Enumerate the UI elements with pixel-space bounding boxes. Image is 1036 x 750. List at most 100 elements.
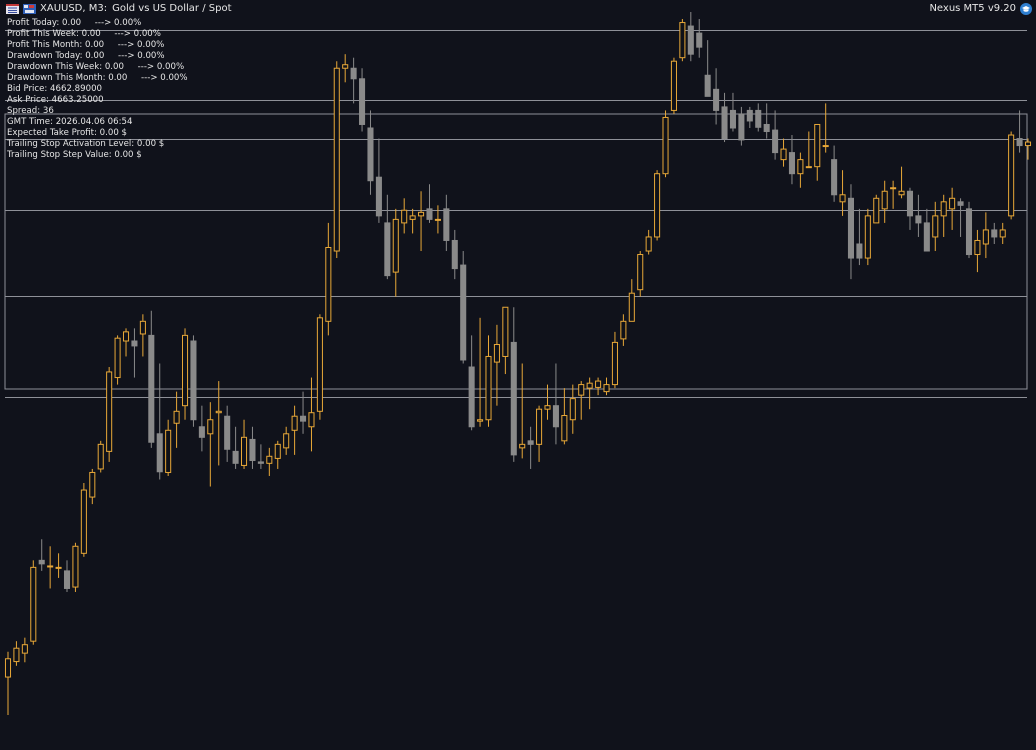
info-line: Trailing Stop Activation Level: 0.00 $ bbox=[7, 139, 165, 149]
candle-body bbox=[552, 405, 559, 428]
candle-body bbox=[232, 450, 239, 464]
candle-body bbox=[443, 208, 450, 241]
candle bbox=[738, 106, 745, 146]
candle-body bbox=[670, 60, 677, 111]
candle-body bbox=[873, 197, 880, 224]
candle bbox=[611, 331, 618, 389]
candle-body bbox=[856, 243, 863, 259]
candle-body bbox=[620, 320, 627, 340]
candle-body bbox=[536, 408, 543, 445]
candle bbox=[822, 103, 829, 153]
candle bbox=[434, 205, 441, 234]
list-icon[interactable] bbox=[6, 3, 19, 14]
candle bbox=[628, 279, 635, 322]
candle-body bbox=[1024, 141, 1032, 147]
info-line: Drawdown Today: 0.00 ---> 0.00% bbox=[7, 51, 165, 61]
candle-body bbox=[451, 239, 458, 270]
candle bbox=[704, 40, 711, 97]
candle bbox=[713, 68, 720, 125]
candle bbox=[755, 103, 762, 132]
candle bbox=[215, 381, 222, 466]
candle bbox=[207, 402, 214, 487]
ea-hat-icon[interactable] bbox=[1020, 3, 1032, 15]
candle-body bbox=[190, 340, 197, 421]
candle-body bbox=[114, 337, 121, 379]
candle-body bbox=[974, 239, 981, 256]
candle bbox=[637, 251, 644, 297]
candle-body bbox=[207, 419, 214, 435]
candle-body bbox=[249, 438, 256, 462]
candle-body bbox=[350, 67, 357, 80]
candle-body bbox=[940, 201, 947, 217]
candle bbox=[881, 180, 888, 223]
candle-body bbox=[679, 22, 686, 59]
candle bbox=[940, 194, 947, 237]
candle-body bbox=[493, 344, 500, 363]
candle-body bbox=[241, 436, 248, 466]
candle-body bbox=[772, 129, 779, 154]
candle bbox=[165, 419, 172, 476]
candle-body bbox=[999, 229, 1006, 238]
candle bbox=[21, 637, 28, 663]
candle-body bbox=[283, 433, 290, 449]
candle bbox=[957, 198, 964, 237]
candle bbox=[384, 194, 391, 280]
candle bbox=[536, 405, 543, 462]
candle bbox=[131, 328, 138, 378]
candle bbox=[55, 553, 62, 578]
candle-body bbox=[468, 366, 475, 428]
candle bbox=[864, 208, 871, 266]
candle bbox=[679, 19, 686, 62]
candle-body bbox=[864, 215, 871, 259]
candle-body bbox=[165, 429, 172, 473]
candle-body bbox=[333, 67, 340, 252]
candle bbox=[72, 542, 79, 592]
candle-body bbox=[637, 254, 644, 291]
candle-body bbox=[982, 229, 989, 245]
candle bbox=[603, 377, 610, 396]
candle-body bbox=[485, 355, 492, 421]
floppy-icon[interactable] bbox=[23, 3, 36, 14]
candle-body bbox=[991, 229, 998, 238]
candle bbox=[519, 363, 526, 459]
candle-body bbox=[847, 197, 855, 259]
candle-body bbox=[915, 215, 922, 224]
candle bbox=[662, 110, 669, 178]
candle bbox=[654, 170, 661, 241]
candle-body bbox=[586, 382, 593, 389]
candle bbox=[4, 651, 12, 715]
candle-body bbox=[181, 334, 189, 407]
candle bbox=[561, 388, 568, 445]
candle-body bbox=[1008, 134, 1015, 217]
candle-body bbox=[746, 109, 753, 122]
candle-body bbox=[367, 127, 374, 182]
candle bbox=[468, 335, 475, 431]
candle bbox=[510, 307, 517, 462]
candle-body bbox=[97, 443, 104, 470]
candle bbox=[965, 201, 973, 259]
candle bbox=[375, 138, 382, 223]
candle-body bbox=[426, 208, 433, 220]
chart-header: XAUUSD, M3: Gold vs US Dollar / Spot bbox=[6, 3, 232, 14]
candle-body bbox=[139, 320, 146, 335]
candle bbox=[300, 391, 307, 434]
candle bbox=[721, 92, 728, 143]
candle-body bbox=[662, 116, 669, 175]
candle-body bbox=[502, 306, 509, 357]
candle bbox=[999, 222, 1006, 244]
candle bbox=[181, 328, 189, 420]
info-line: Drawdown This Week: 0.00 ---> 0.00% bbox=[7, 62, 185, 72]
candle bbox=[586, 377, 593, 410]
candle bbox=[367, 110, 374, 195]
candle bbox=[30, 560, 37, 645]
candle bbox=[224, 405, 231, 462]
candle bbox=[687, 12, 694, 62]
candle bbox=[106, 367, 113, 462]
candle bbox=[173, 391, 180, 448]
candle bbox=[949, 187, 956, 230]
candle bbox=[63, 560, 71, 592]
candle-body bbox=[595, 380, 602, 388]
info-line: GMT Time: 2026.04.06 06:54 bbox=[7, 117, 133, 127]
candle bbox=[241, 419, 248, 469]
